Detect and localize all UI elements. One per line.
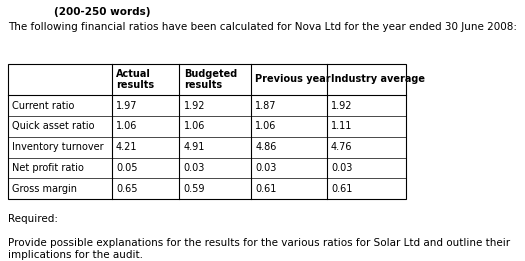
Text: 1.11: 1.11 [331,121,352,132]
Text: 1.87: 1.87 [255,101,277,111]
Text: 0.59: 0.59 [184,184,205,194]
Text: Quick asset ratio: Quick asset ratio [13,121,95,132]
Text: Actual
results: Actual results [116,69,154,90]
Text: Current ratio: Current ratio [13,101,75,111]
Text: 0.03: 0.03 [255,163,277,173]
Text: 1.06: 1.06 [184,121,205,132]
Text: Required:: Required: [8,214,58,224]
Text: 1.92: 1.92 [184,101,205,111]
Text: 4.76: 4.76 [331,142,352,152]
Text: 0.05: 0.05 [116,163,138,173]
Text: 1.06: 1.06 [255,121,277,132]
Text: 0.65: 0.65 [116,184,138,194]
Text: 1.97: 1.97 [116,101,138,111]
Text: 4.86: 4.86 [255,142,277,152]
Text: Gross margin: Gross margin [13,184,78,194]
Text: Net profit ratio: Net profit ratio [13,163,85,173]
Text: Budgeted
results: Budgeted results [184,69,237,90]
Text: Provide possible explanations for the results for the various ratios for Solar L: Provide possible explanations for the re… [8,238,510,260]
Text: Previous year: Previous year [255,74,331,85]
Text: 0.61: 0.61 [255,184,277,194]
Text: Industry average: Industry average [331,74,425,85]
Text: 4.91: 4.91 [184,142,205,152]
Text: 0.03: 0.03 [331,163,352,173]
Text: (200-250 words): (200-250 words) [54,7,151,17]
Text: The following financial ratios have been calculated for Nova Ltd for the year en: The following financial ratios have been… [8,22,517,32]
Text: Inventory turnover: Inventory turnover [13,142,104,152]
Text: 4.21: 4.21 [116,142,138,152]
Text: 0.61: 0.61 [331,184,352,194]
Text: 1.06: 1.06 [116,121,138,132]
Text: 0.03: 0.03 [184,163,205,173]
Text: 1.92: 1.92 [331,101,352,111]
